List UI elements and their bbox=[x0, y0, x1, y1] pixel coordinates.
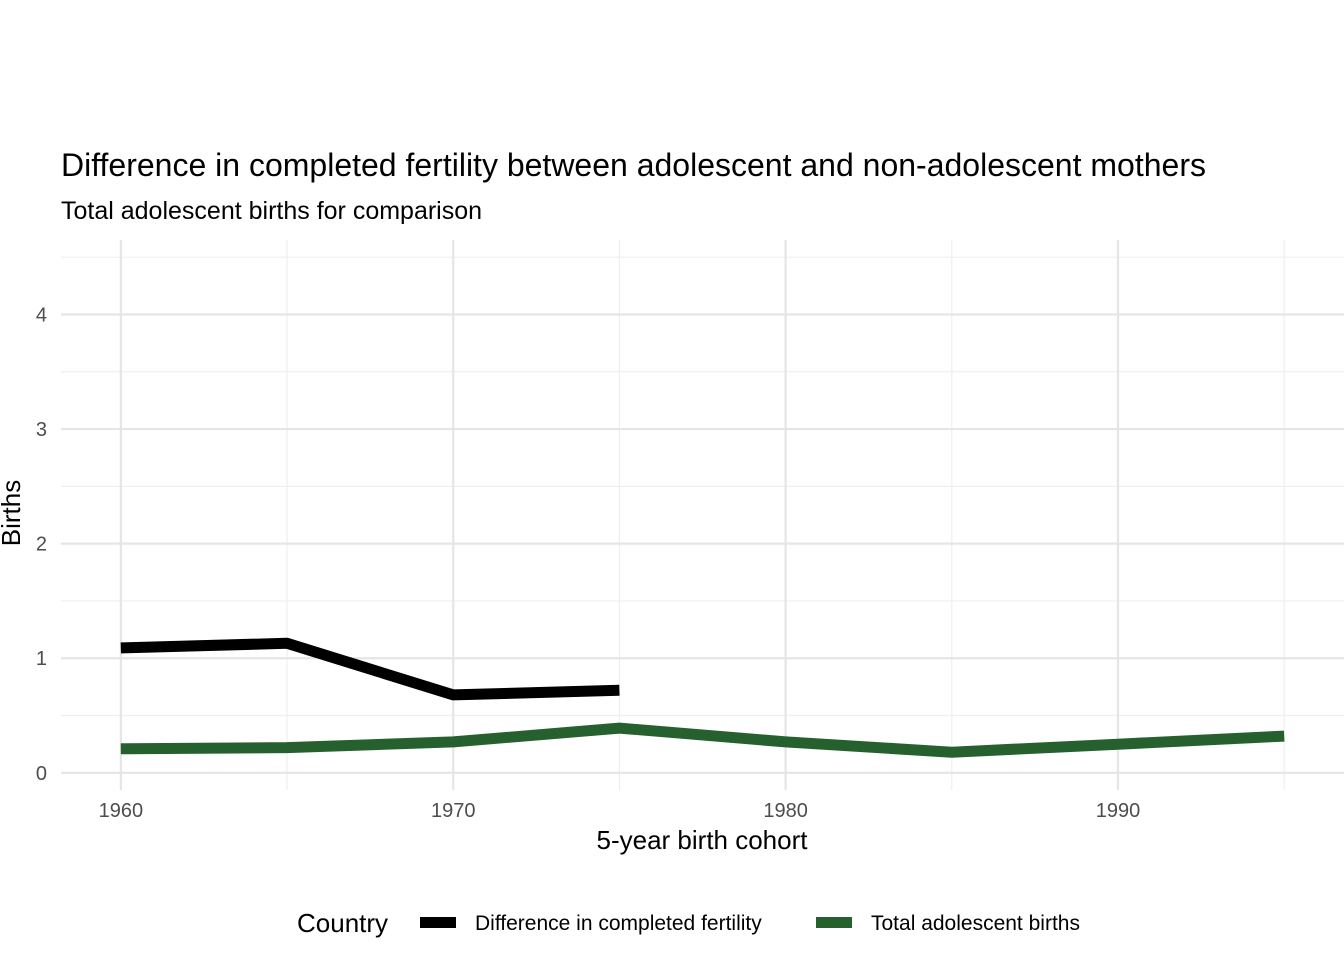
chart-subtitle: Total adolescent births for comparison bbox=[61, 197, 482, 225]
y-axis-ticks: 0 1 2 3 4 bbox=[36, 304, 47, 784]
x-tick-label: 1960 bbox=[99, 800, 144, 822]
x-axis-ticks: 1960 1970 1980 1990 bbox=[99, 800, 1141, 822]
legend: Country Difference in completed fertilit… bbox=[297, 908, 1080, 938]
x-tick-label: 1980 bbox=[763, 800, 808, 822]
x-tick-label: 1970 bbox=[431, 800, 476, 822]
series-line-difference bbox=[120, 637, 620, 701]
series-line-total bbox=[120, 722, 1285, 758]
gridlines bbox=[61, 240, 1344, 790]
y-tick-label: 1 bbox=[36, 648, 47, 670]
legend-label-difference: Difference in completed fertility bbox=[475, 912, 762, 935]
y-tick-label: 0 bbox=[36, 763, 47, 785]
x-tick-label: 1990 bbox=[1096, 800, 1141, 822]
legend-title: Country bbox=[297, 908, 388, 938]
legend-label-total: Total adolescent births bbox=[871, 912, 1080, 935]
x-axis-title: 5-year birth cohort bbox=[597, 825, 809, 855]
legend-key-difference bbox=[420, 917, 456, 928]
legend-key-total bbox=[816, 917, 852, 928]
y-tick-label: 4 bbox=[36, 304, 47, 326]
y-axis-title: Births bbox=[0, 480, 26, 546]
series-lines bbox=[120, 637, 1285, 758]
y-tick-label: 2 bbox=[36, 534, 47, 556]
chart-title: Difference in completed fertility betwee… bbox=[61, 147, 1206, 183]
y-tick-label: 3 bbox=[36, 419, 47, 441]
